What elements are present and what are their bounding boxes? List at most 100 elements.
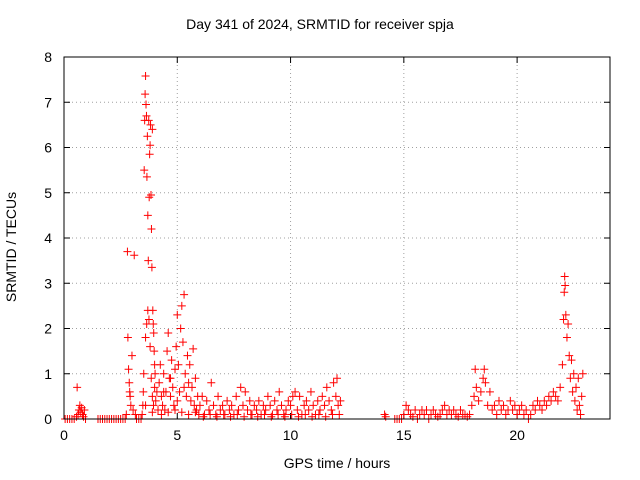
data-point [501,410,510,419]
data-point [286,401,295,410]
data-point [243,405,252,414]
y-axis-label: SRMTID / TECUs [3,191,19,303]
data-point [131,410,140,419]
data-point [254,396,263,405]
data-point [531,405,540,414]
data-point [186,396,195,405]
data-point [263,392,272,401]
data-point [526,410,535,419]
data-point [146,191,155,200]
data-point [465,410,474,419]
data-point [166,392,175,401]
data-point [198,392,207,401]
data-point [515,405,524,414]
chart-title: Day 341 of 2024, SRMTID for receiver spj… [186,16,454,32]
data-point [138,410,147,419]
data-point [155,378,164,387]
data-point [146,141,155,150]
data-point [191,408,200,417]
data-point [274,410,283,419]
data-point [560,288,569,297]
data-point [499,401,508,410]
data-point [291,387,300,396]
data-point [313,396,322,405]
data-point [130,251,139,260]
data-point [508,405,517,414]
data-point [142,319,151,328]
data-point [562,333,571,342]
data-point [171,365,180,374]
data-point [175,387,184,396]
data-point [467,401,476,410]
data-point [266,401,275,410]
data-point [436,410,445,419]
data-point [494,396,503,405]
data-point [154,405,163,414]
data-point [528,401,537,410]
data-point [245,396,254,405]
data-point [159,387,168,396]
data-point [331,392,340,401]
data-point [540,396,549,405]
data-point [549,387,558,396]
data-point [287,410,296,419]
data-point [142,111,151,120]
data-point [483,401,492,410]
data-point [183,351,192,360]
data-point [174,360,183,369]
data-point [314,410,323,419]
data-point [166,374,175,383]
data-point [145,150,154,159]
data-point [565,351,574,360]
data-point [167,356,176,365]
y-tick-label: 6 [44,140,52,156]
y-tick-label: 0 [44,411,52,427]
data-point [180,290,189,299]
data-point [188,383,197,392]
data-point [156,360,165,369]
data-point [143,132,152,141]
data-point [80,405,89,414]
data-point [304,405,313,414]
data-point [204,405,213,414]
data-point [293,405,302,414]
data-point [151,369,160,378]
y-tick-label: 4 [44,230,52,246]
data-point [202,396,211,405]
data-point [474,396,483,405]
data-point [404,405,413,414]
data-point [577,392,586,401]
data-point [402,401,411,410]
data-point [259,401,268,410]
data-point [558,360,567,369]
data-point [322,383,331,392]
plot-frame [63,56,611,420]
data-point [260,410,269,419]
data-point [411,405,420,414]
data-point [567,356,576,365]
data-point [261,405,270,414]
data-point [481,378,490,387]
data-point [328,410,337,419]
data-point [566,374,575,383]
data-point [141,401,150,410]
data-point [538,405,547,414]
data-point [158,401,167,410]
data-point [551,392,560,401]
data-point [449,405,458,414]
data-point [157,392,166,401]
data-point [176,324,185,333]
y-tick-label: 2 [44,321,52,337]
data-point [422,405,431,414]
data-point [180,383,189,392]
data-point [159,369,168,378]
data-point [440,401,449,410]
data-point [144,315,153,324]
data-point [127,351,136,360]
data-point [142,100,151,109]
data-point [569,369,578,378]
data-point [334,401,343,410]
data-point [150,347,159,356]
data-point [336,396,345,405]
